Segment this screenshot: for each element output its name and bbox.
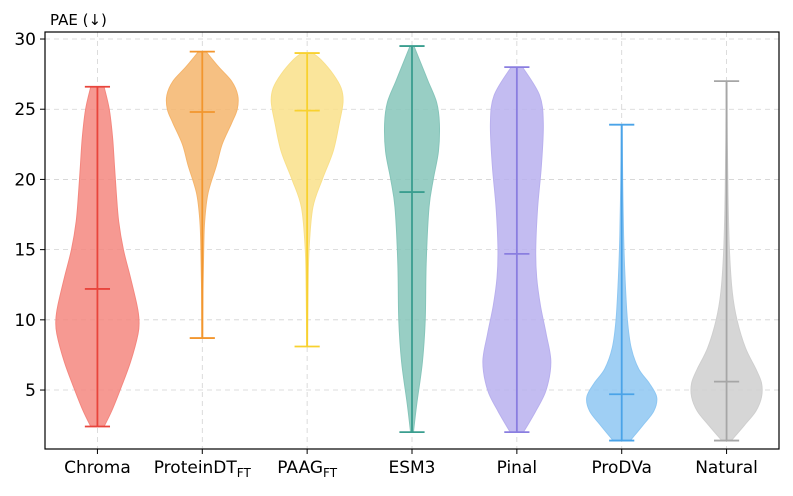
x-tick-label: Chroma	[64, 458, 131, 478]
x-tick-label: PAAGFT	[277, 458, 337, 480]
violin-pinal	[482, 66, 552, 434]
y-axis-label: PAE (↓)	[50, 11, 107, 29]
x-axis-ticks: Chroma ProteinDTFT PAAGFT ESM3 Pinal ProDVa Na…	[64, 449, 758, 480]
y-axis-ticks: 5 10 15 20 25 30	[14, 30, 45, 401]
violins	[55, 45, 763, 442]
x-tick-label: ESM3	[388, 458, 435, 478]
x-tick-label: Natural	[695, 458, 758, 478]
violin-paag	[270, 52, 344, 348]
y-tick-label: 10	[14, 311, 36, 331]
x-tick-label: Pinal	[497, 458, 538, 478]
y-tick-label: 25	[14, 100, 36, 120]
y-tick-label: 30	[14, 30, 36, 50]
violin-chroma	[55, 85, 140, 428]
y-tick-label: 5	[25, 381, 36, 401]
x-tick-label: ProteinDTFT	[154, 458, 252, 480]
violin-proteindt	[165, 50, 239, 339]
y-tick-label: 20	[14, 170, 36, 190]
violin-esm3	[384, 45, 440, 434]
x-tick-label: ProDVa	[591, 458, 652, 478]
y-tick-label: 15	[14, 241, 36, 261]
violin-natural	[690, 80, 763, 442]
violin-prodva	[586, 123, 658, 442]
